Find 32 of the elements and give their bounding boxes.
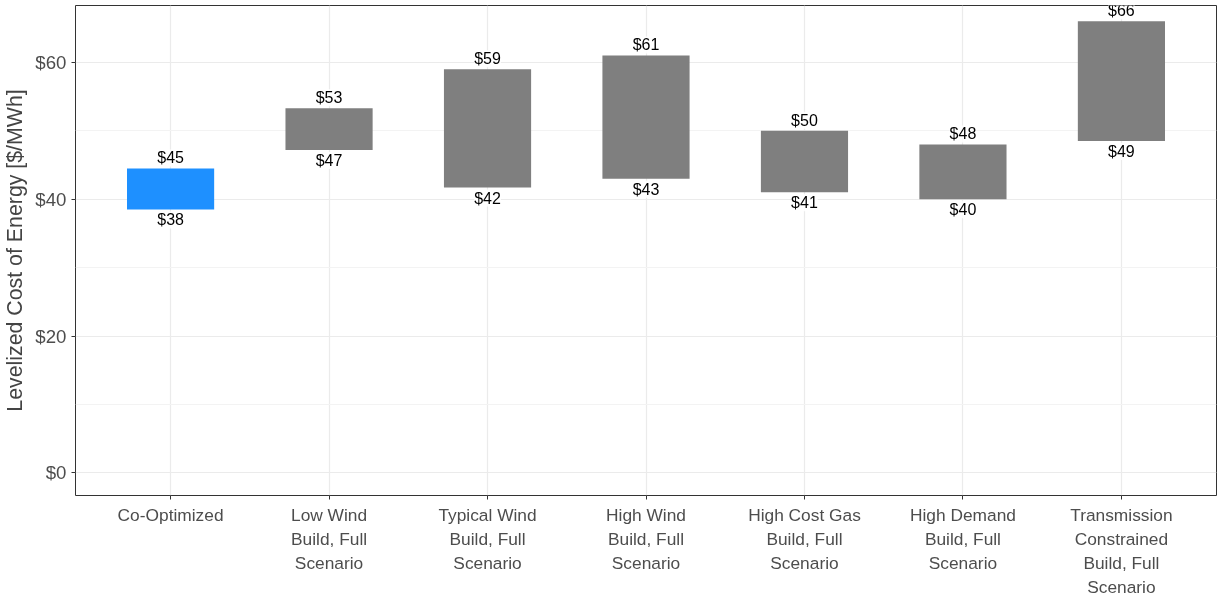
bar — [285, 108, 373, 150]
bar — [760, 130, 849, 193]
bar — [443, 69, 532, 188]
annotation: $53 — [315, 89, 343, 107]
bar — [919, 144, 1007, 200]
y-tick-label: $20 — [35, 325, 67, 347]
x-tick-label: High Demand Build, Full Scenario — [909, 504, 1016, 573]
y-tick-label: $0 — [45, 462, 67, 484]
y-tick-label: $60 — [35, 51, 67, 73]
x-tick-label: Co-Optimized — [117, 504, 224, 525]
annotation: $59 — [474, 50, 501, 68]
annotation: $43 — [632, 180, 660, 198]
annotation: $47 — [315, 151, 343, 169]
annotation: $38 — [157, 211, 185, 229]
annotation: $50 — [791, 111, 818, 129]
annotation: $45 — [157, 149, 185, 167]
y-tick-label: $40 — [35, 188, 67, 210]
x-tick-label: High Wind Build, Full Scenario — [606, 504, 686, 573]
x-tick-label: Transmission Constrained Build, Full Scenario — [1070, 504, 1173, 597]
y-axis-title: Levelized Cost of Energy [$/MWh] — [3, 89, 28, 412]
x-tick-label: Low Wind Build, Full Scenario — [291, 504, 368, 573]
x-tick-label: Typical Wind Build, Full Scenario — [438, 504, 537, 573]
bar — [602, 55, 690, 179]
bar — [127, 168, 215, 210]
annotation: $49 — [1108, 143, 1135, 160]
x-tick-label: High Cost Gas Build, Full Scenario — [748, 504, 862, 573]
annotation: $48 — [949, 125, 977, 143]
annotation: $42 — [474, 189, 501, 207]
bar — [1077, 21, 1165, 141]
annotation: $40 — [949, 201, 977, 219]
annotation: $41 — [791, 194, 818, 212]
annotation: $61 — [632, 36, 660, 54]
